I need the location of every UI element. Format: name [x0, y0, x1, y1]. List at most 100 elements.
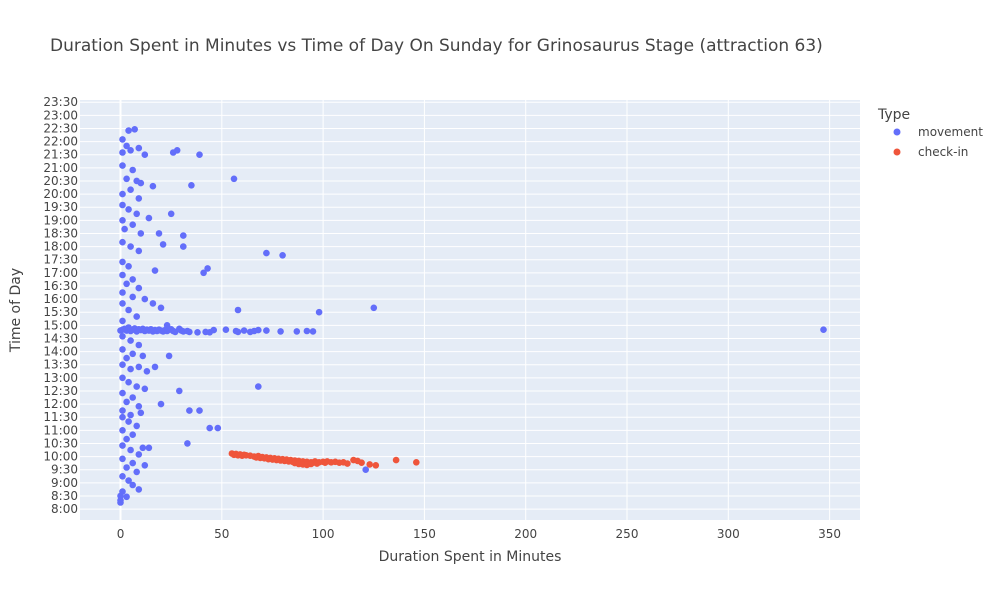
data-point-movement[interactable]: [196, 407, 203, 414]
data-point-movement[interactable]: [151, 363, 159, 371]
data-point-movement[interactable]: [117, 499, 124, 506]
data-point-movement[interactable]: [362, 466, 370, 474]
data-point-movement[interactable]: [119, 473, 126, 480]
data-point-movement[interactable]: [133, 383, 140, 390]
data-point-check-in[interactable]: [366, 461, 374, 468]
data-point-movement[interactable]: [309, 328, 317, 335]
data-point-movement[interactable]: [129, 481, 136, 489]
data-point-movement[interactable]: [127, 243, 134, 250]
data-point-movement[interactable]: [129, 459, 136, 467]
data-point-movement[interactable]: [123, 493, 130, 501]
data-point-movement[interactable]: [137, 409, 145, 417]
data-point-movement[interactable]: [263, 327, 270, 334]
data-point-movement[interactable]: [119, 374, 126, 382]
data-point-movement[interactable]: [141, 385, 149, 393]
legend-label-movement[interactable]: movement: [918, 125, 983, 139]
data-point-movement[interactable]: [119, 300, 126, 307]
data-point-movement[interactable]: [127, 337, 134, 344]
data-point-movement[interactable]: [204, 265, 211, 272]
data-point-movement[interactable]: [135, 195, 143, 202]
data-point-movement[interactable]: [169, 149, 177, 156]
data-point-movement[interactable]: [135, 403, 143, 410]
data-point-movement[interactable]: [133, 210, 140, 218]
data-point-movement[interactable]: [279, 252, 286, 259]
data-point-movement[interactable]: [149, 300, 157, 307]
data-point-movement[interactable]: [254, 383, 262, 390]
data-point-check-in[interactable]: [358, 459, 365, 467]
data-point-movement[interactable]: [119, 162, 126, 169]
data-point-movement[interactable]: [141, 462, 149, 469]
data-point-movement[interactable]: [125, 477, 132, 484]
data-point-check-in[interactable]: [372, 462, 380, 469]
data-point-movement[interactable]: [277, 328, 284, 335]
data-point-movement[interactable]: [125, 263, 132, 270]
data-point-movement[interactable]: [234, 306, 242, 314]
data-point-movement[interactable]: [121, 225, 128, 233]
data-point-movement[interactable]: [135, 486, 143, 493]
data-point-movement[interactable]: [137, 179, 145, 187]
data-point-movement[interactable]: [159, 241, 167, 248]
data-point-movement[interactable]: [196, 151, 203, 158]
data-point-movement[interactable]: [194, 329, 201, 336]
legend-label-check-in[interactable]: check-in: [918, 145, 968, 159]
data-point-movement[interactable]: [135, 247, 143, 255]
data-point-check-in[interactable]: [246, 452, 254, 460]
data-point-movement[interactable]: [119, 389, 126, 397]
legend-marker-check-in[interactable]: [893, 148, 901, 156]
data-point-movement[interactable]: [123, 175, 130, 183]
data-point-movement[interactable]: [137, 230, 145, 237]
data-point-movement[interactable]: [155, 230, 163, 237]
data-point-movement[interactable]: [157, 304, 165, 312]
data-point-movement[interactable]: [119, 190, 126, 198]
data-point-check-in[interactable]: [413, 459, 420, 466]
data-point-movement[interactable]: [263, 249, 270, 257]
data-point-movement[interactable]: [200, 269, 207, 277]
data-point-movement[interactable]: [157, 400, 165, 408]
data-point-movement[interactable]: [129, 221, 136, 228]
data-point-movement[interactable]: [165, 352, 173, 360]
data-point-movement[interactable]: [123, 142, 130, 150]
data-point-movement[interactable]: [119, 289, 126, 296]
data-point-movement[interactable]: [180, 243, 187, 250]
data-point-movement[interactable]: [139, 444, 147, 452]
data-point-movement[interactable]: [254, 326, 262, 334]
data-point-movement[interactable]: [119, 271, 126, 279]
data-point-movement[interactable]: [119, 427, 126, 434]
data-point-movement[interactable]: [127, 446, 134, 454]
data-point-movement[interactable]: [119, 136, 126, 143]
data-point-movement[interactable]: [145, 214, 153, 222]
data-point-movement[interactable]: [125, 378, 132, 386]
data-point-movement[interactable]: [303, 327, 311, 335]
data-point-movement[interactable]: [151, 267, 159, 274]
legend-marker-movement[interactable]: [893, 128, 901, 136]
data-point-movement[interactable]: [119, 317, 126, 325]
data-point-movement[interactable]: [141, 151, 149, 158]
data-point-movement[interactable]: [210, 326, 217, 334]
data-point-movement[interactable]: [125, 206, 132, 213]
data-point-movement[interactable]: [141, 295, 149, 303]
data-point-movement[interactable]: [127, 147, 134, 154]
data-point-movement[interactable]: [127, 186, 134, 193]
data-point-movement[interactable]: [176, 387, 183, 395]
data-point-movement[interactable]: [119, 258, 126, 266]
data-point-movement[interactable]: [119, 346, 126, 353]
data-point-movement[interactable]: [167, 210, 175, 218]
data-point-movement[interactable]: [129, 431, 136, 439]
data-point-movement[interactable]: [119, 407, 126, 414]
data-point-movement[interactable]: [186, 328, 193, 336]
data-point-movement[interactable]: [119, 442, 126, 449]
data-point-check-in[interactable]: [392, 456, 400, 464]
data-point-movement[interactable]: [125, 306, 132, 314]
data-point-movement[interactable]: [222, 326, 230, 334]
data-point-movement[interactable]: [133, 313, 140, 320]
data-point-movement[interactable]: [184, 440, 191, 447]
data-point-movement[interactable]: [370, 304, 378, 312]
data-points[interactable]: [117, 126, 827, 506]
data-point-movement[interactable]: [180, 232, 187, 239]
data-point-movement[interactable]: [119, 201, 126, 209]
data-point-movement[interactable]: [188, 182, 195, 189]
data-point-movement[interactable]: [129, 394, 136, 401]
data-point-movement[interactable]: [293, 328, 301, 335]
data-point-movement[interactable]: [119, 413, 126, 421]
data-point-movement[interactable]: [123, 354, 130, 362]
